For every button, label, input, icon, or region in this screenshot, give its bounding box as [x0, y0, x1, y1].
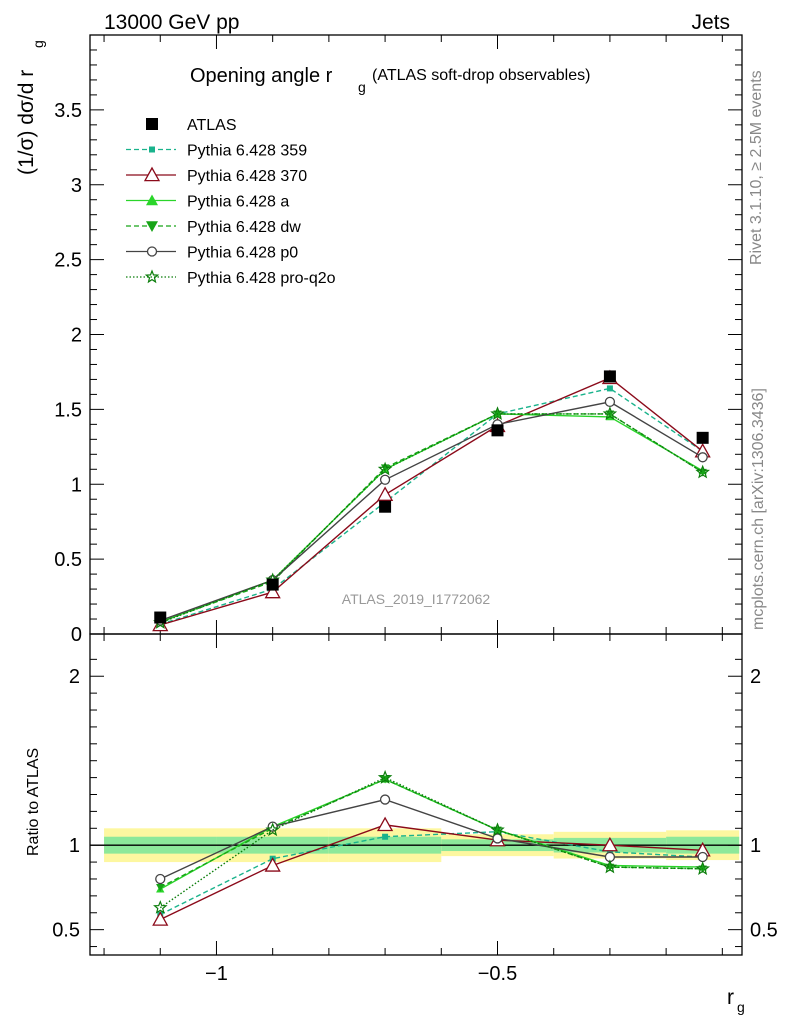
data-point [603, 370, 616, 383]
chart-title-subscript: g [358, 79, 366, 95]
series-point [377, 461, 393, 476]
mcplots-label: mcplots.cern.ch [arXiv:1306.3436] [750, 388, 767, 630]
x-axis-label: r [727, 986, 734, 1009]
data-point [266, 578, 279, 591]
legend-marker [144, 269, 160, 284]
series-point [606, 385, 613, 392]
ratio-series-line [159, 778, 703, 890]
series-point [264, 583, 281, 599]
ratio-series-point [153, 900, 168, 914]
y-axis-label-subscript: g [30, 40, 46, 48]
ratio-series-point [601, 836, 619, 852]
ratio-series-point [152, 911, 169, 926]
ratio-series-point [379, 794, 391, 805]
data-point [379, 500, 392, 513]
series-line [160, 401, 704, 622]
ratio-series-point [156, 884, 165, 892]
ratio-series-point [265, 822, 280, 837]
legend: ATLAS Pythia 6.428 359 Pythia 6.428 370 Pyt… [126, 117, 336, 287]
ratio-series-point [602, 859, 618, 874]
y-tick-label: 1 [71, 474, 82, 496]
ratio-series-point [492, 833, 503, 844]
legend-label: Pythia 6.428 pro-q2o [187, 270, 336, 287]
y-tick-label: 1.5 [54, 399, 82, 421]
data-point [696, 431, 709, 444]
ratio-tick-label-right: 2 [750, 666, 761, 688]
legend-marker [146, 194, 158, 206]
chart-title-main: Opening angle r [190, 65, 333, 87]
legend-label: Pythia 6.428 370 [187, 168, 307, 185]
series-line [160, 377, 704, 626]
ratio-series-point [267, 821, 278, 832]
legend-marker [146, 118, 158, 130]
legend-label: Pythia 6.428 dw [187, 219, 301, 236]
ratio-series-point [377, 769, 393, 784]
series-point [602, 406, 618, 421]
header-category: Jets [691, 11, 730, 34]
y-tick-label: 0 [71, 624, 82, 646]
ratio-series-point [697, 851, 708, 863]
ratio-series-point [155, 873, 166, 885]
ratio-series-point [490, 822, 505, 837]
ratio-series-point [264, 857, 281, 872]
main-series-group [152, 369, 711, 632]
ratio-tick-label-right: 1 [750, 835, 761, 857]
legend-label: ATLAS [187, 117, 237, 134]
axis-ticks: −1 −0.5 0 0.5 1 1.5 2 2.5 3 3.5 0.5 0.5 1 1 2 2 [52, 35, 778, 985]
legend-marker [146, 246, 158, 257]
legend-label: Pythia 6.428 p0 [187, 245, 298, 262]
ratio-series-line [159, 824, 703, 921]
y-tick-label: 2.5 [54, 250, 82, 272]
series-line [160, 387, 704, 625]
analysis-id: ATLAS_2019_I1772062 [342, 591, 491, 607]
series-point [380, 464, 390, 472]
ratio-series-line [159, 776, 703, 909]
ratio-series-group [152, 769, 711, 926]
x-tick-label: −0.5 [478, 963, 517, 985]
y-tick-label: 3.5 [54, 100, 82, 122]
series-line [160, 413, 704, 624]
series-point [490, 406, 505, 421]
y-tick-label: 0.5 [54, 549, 82, 571]
ratio-series-point [376, 816, 394, 832]
data-point [491, 424, 504, 437]
chart-title-suffix: (ATLAS soft-drop observables) [372, 67, 590, 84]
ratio-tick-label: 1 [69, 835, 80, 857]
data-point [154, 611, 167, 624]
ratio-axis-label: Ratio to ATLAS [25, 748, 42, 856]
series-point [695, 464, 710, 479]
y-tick-label: 2 [71, 325, 82, 347]
x-tick-label: −1 [205, 963, 228, 985]
x-axis-label-subscript: g [737, 999, 745, 1015]
ratio-tick-label: 2 [69, 666, 80, 688]
y-axis-label: (1/σ) dσ/d r [15, 70, 38, 175]
ratio-tick-label-right: 0.5 [750, 920, 778, 942]
series-point [379, 474, 391, 485]
ratio-series-line [159, 830, 703, 916]
legend-marker [149, 146, 155, 153]
series-point [697, 452, 708, 463]
header-energy: 13000 GeV pp [104, 11, 239, 34]
legend-label: Pythia 6.428 359 [187, 143, 307, 160]
legend-label: Pythia 6.428 a [187, 194, 289, 211]
series-point [376, 486, 394, 501]
chart-title: Opening angle r [190, 65, 333, 87]
series-line [160, 413, 704, 623]
ratio-series-line [160, 798, 703, 880]
ratio-series-point [382, 833, 389, 840]
series-point [604, 396, 616, 408]
ratio-series-point [695, 861, 710, 876]
legend-marker [143, 166, 161, 182]
legend-marker [146, 221, 158, 232]
rivet-version-label: Rivet 3.1.10, ≥ 2.5M events [748, 70, 765, 265]
y-tick-label: 3 [71, 175, 82, 197]
ratio-tick-label: 0.5 [52, 920, 80, 942]
